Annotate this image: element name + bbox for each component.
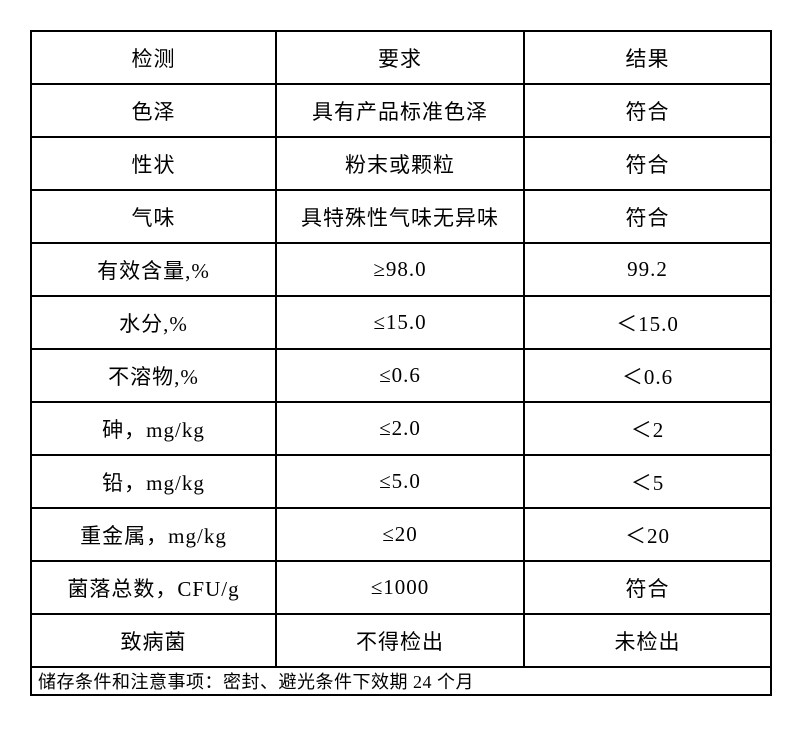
- column-header-result: 结果: [523, 30, 772, 85]
- cell-test-item: 重金属，mg/kg: [30, 507, 277, 562]
- table-row: 不溶物,% ≤0.6 ＜0.6: [30, 348, 772, 403]
- table-header-row: 检测 要求 结果: [30, 30, 772, 85]
- cell-test-item: 气味: [30, 189, 277, 244]
- table-row: 铅，mg/kg ≤5.0 ＜5: [30, 454, 772, 509]
- table-row: 砷，mg/kg ≤2.0 ＜2: [30, 401, 772, 456]
- cell-result: 未检出: [523, 613, 772, 668]
- cell-test-item: 砷，mg/kg: [30, 401, 277, 456]
- cell-test-item: 铅，mg/kg: [30, 454, 277, 509]
- cell-result: 99.2: [523, 242, 772, 297]
- cell-requirement: 不得检出: [275, 613, 525, 668]
- cell-requirement: ≤1000: [275, 560, 525, 615]
- cell-result: ＜2: [523, 401, 772, 456]
- cell-requirement: ≤5.0: [275, 454, 525, 509]
- cell-test-item: 不溶物,%: [30, 348, 277, 403]
- cell-test-item: 有效含量,%: [30, 242, 277, 297]
- inspection-results-table: 检测 要求 结果 色泽 具有产品标准色泽 符合 性状 粉末或颗粒 符合 气味 具特殊性气味无异…: [30, 30, 772, 696]
- cell-result: ＜5: [523, 454, 772, 509]
- cell-result: ＜15.0: [523, 295, 772, 350]
- cell-requirement: 粉末或颗粒: [275, 136, 525, 191]
- cell-test-item: 色泽: [30, 83, 277, 138]
- table-row: 有效含量,% ≥98.0 99.2: [30, 242, 772, 297]
- table-row: 水分,% ≤15.0 ＜15.0: [30, 295, 772, 350]
- table-row: 性状 粉末或颗粒 符合: [30, 136, 772, 191]
- cell-test-item: 水分,%: [30, 295, 277, 350]
- cell-requirement: 具特殊性气味无异味: [275, 189, 525, 244]
- table-row: 气味 具特殊性气味无异味 符合: [30, 189, 772, 244]
- cell-requirement: ≤0.6: [275, 348, 525, 403]
- cell-requirement: ≤15.0: [275, 295, 525, 350]
- cell-requirement: ≤2.0: [275, 401, 525, 456]
- column-header-requirement: 要求: [275, 30, 525, 85]
- cell-requirement: ≥98.0: [275, 242, 525, 297]
- table-row: 重金属，mg/kg ≤20 ＜20: [30, 507, 772, 562]
- cell-test-item: 菌落总数，CFU/g: [30, 560, 277, 615]
- cell-test-item: 致病菌: [30, 613, 277, 668]
- cell-result: 符合: [523, 83, 772, 138]
- cell-result: ＜0.6: [523, 348, 772, 403]
- cell-result: 符合: [523, 560, 772, 615]
- table-row: 致病菌 不得检出 未检出: [30, 613, 772, 668]
- table-row: 菌落总数，CFU/g ≤1000 符合: [30, 560, 772, 615]
- cell-result: 符合: [523, 189, 772, 244]
- cell-result: 符合: [523, 136, 772, 191]
- storage-conditions-note: 储存条件和注意事项：密封、避光条件下效期 24 个月: [30, 666, 772, 696]
- column-header-test: 检测: [30, 30, 277, 85]
- table-row: 色泽 具有产品标准色泽 符合: [30, 83, 772, 138]
- cell-test-item: 性状: [30, 136, 277, 191]
- cell-requirement: 具有产品标准色泽: [275, 83, 525, 138]
- table-footer-row: 储存条件和注意事项：密封、避光条件下效期 24 个月: [30, 666, 772, 696]
- cell-result: ＜20: [523, 507, 772, 562]
- cell-requirement: ≤20: [275, 507, 525, 562]
